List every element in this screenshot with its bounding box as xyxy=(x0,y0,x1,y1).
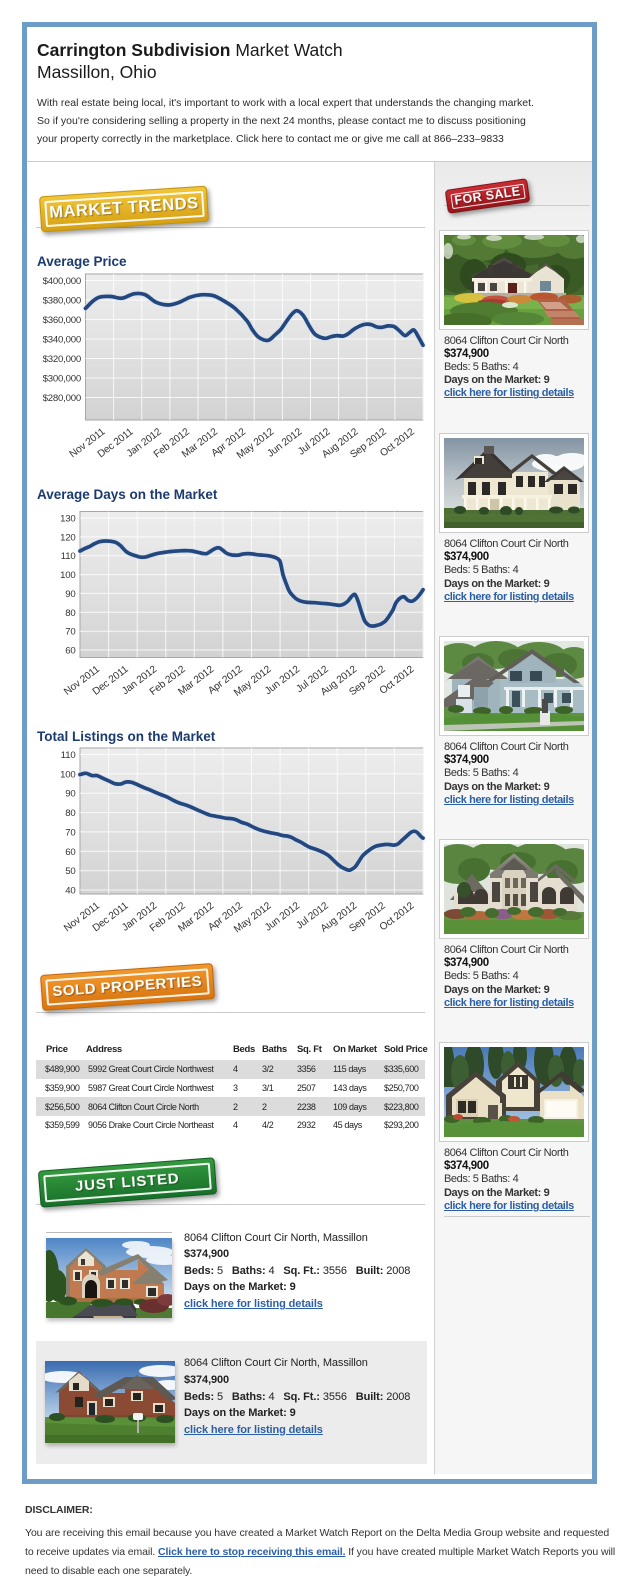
svg-text:100: 100 xyxy=(60,570,75,581)
svg-text:$400,000: $400,000 xyxy=(43,276,81,287)
svg-text:80: 80 xyxy=(65,808,75,819)
svg-text:$300,000: $300,000 xyxy=(43,374,81,385)
svg-text:80: 80 xyxy=(65,608,75,619)
svg-text:100: 100 xyxy=(60,769,75,780)
svg-text:$340,000: $340,000 xyxy=(43,335,81,346)
svg-text:40: 40 xyxy=(65,886,75,897)
svg-text:70: 70 xyxy=(65,627,75,638)
svg-text:$380,000: $380,000 xyxy=(43,296,81,307)
svg-text:130: 130 xyxy=(60,514,75,525)
svg-text:50: 50 xyxy=(65,866,75,877)
svg-text:110: 110 xyxy=(61,551,76,562)
svg-text:120: 120 xyxy=(60,532,75,543)
svg-text:90: 90 xyxy=(65,589,75,600)
svg-text:60: 60 xyxy=(65,847,75,858)
svg-text:110: 110 xyxy=(61,750,76,761)
svg-text:90: 90 xyxy=(65,789,75,800)
svg-text:$360,000: $360,000 xyxy=(43,315,81,326)
svg-text:60: 60 xyxy=(65,646,75,657)
svg-text:70: 70 xyxy=(65,827,75,838)
svg-text:$320,000: $320,000 xyxy=(43,354,81,365)
svg-text:$280,000: $280,000 xyxy=(43,393,81,404)
